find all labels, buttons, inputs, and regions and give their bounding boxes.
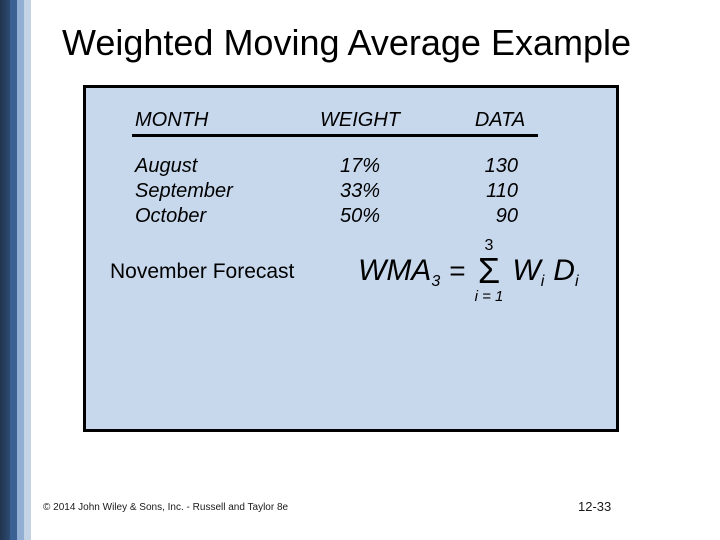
table-cell-month: September: [135, 180, 233, 202]
formula-weight-subscript: i: [540, 273, 545, 290]
table-cell-weight: 50%: [339, 205, 381, 227]
summation-lower-limit: i = 1: [474, 288, 504, 306]
formula-equals-sign: =: [449, 255, 466, 286]
table-cell-weight: 17%: [339, 155, 381, 177]
table-header-rule: [132, 134, 538, 137]
left-stripe-decoration: [0, 0, 31, 540]
table-cell-month: August: [135, 155, 198, 177]
stripe-pale: [24, 0, 31, 540]
formula-weight-var: W: [512, 254, 541, 287]
stripe-mid: [10, 0, 17, 540]
summation-symbol: 3 Σ i = 1: [474, 236, 504, 306]
slide-title: Weighted Moving Average Example: [62, 22, 632, 63]
forecast-label: November Forecast: [110, 260, 295, 283]
table-header-month: MONTH: [135, 109, 209, 131]
table-cell-data: 130: [484, 155, 518, 177]
summation-upper-limit: 3: [484, 236, 494, 254]
formula-data-subscript: i: [574, 273, 579, 290]
table-cell-data: 110: [486, 180, 518, 202]
table-header-data: DATA: [474, 109, 526, 131]
wma-formula: WMA3 = 3 Σ i = 1 Wi Di: [358, 230, 579, 312]
table-header-weight: WEIGHT: [320, 109, 400, 131]
stripe-light: [17, 0, 24, 540]
formula-result-term: WMA3: [358, 254, 440, 290]
copyright-notice: © 2014 John Wiley & Sons, Inc. - Russell…: [43, 502, 289, 513]
content-box: MONTH WEIGHT DATA August 17% 130 Septemb…: [83, 85, 619, 432]
formula-data-term: Di: [553, 254, 578, 290]
table-cell-month: October: [135, 205, 207, 227]
formula-result-subscript: 3: [431, 273, 441, 290]
sigma-icon: Σ: [477, 249, 501, 291]
table-cell-weight: 33%: [339, 180, 381, 202]
slide-number: 12-33: [578, 499, 612, 514]
formula-data-var: D: [553, 254, 575, 287]
formula-result-var: WMA: [358, 254, 432, 287]
stripe-dark: [0, 0, 10, 540]
formula-weight-term: Wi: [512, 254, 544, 290]
table-cell-data: 90: [495, 205, 518, 227]
